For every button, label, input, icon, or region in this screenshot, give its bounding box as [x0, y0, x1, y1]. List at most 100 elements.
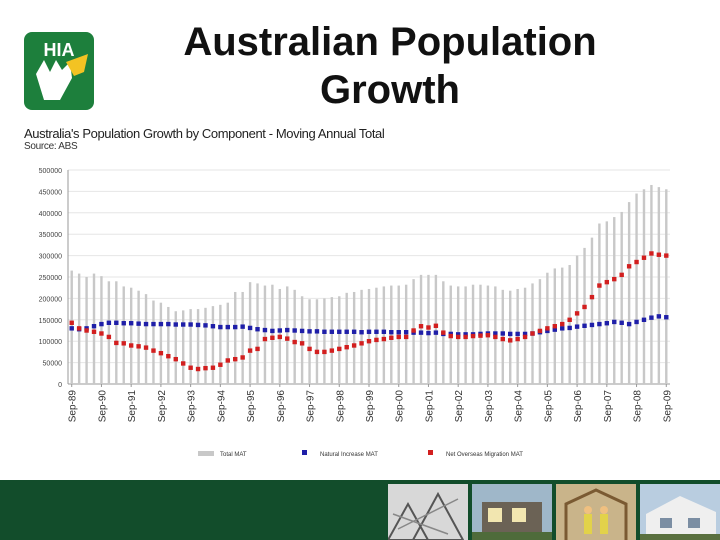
bar-total-mat: [627, 202, 631, 384]
point-net-overseas-migration: [396, 334, 401, 340]
bar-total-mat: [129, 287, 133, 384]
point-natural-increase: [552, 327, 558, 332]
point-net-overseas-migration: [515, 336, 520, 342]
point-natural-increase: [262, 327, 268, 333]
bar-total-mat: [167, 306, 170, 384]
point-net-overseas-migration: [366, 339, 372, 344]
point-natural-increase: [597, 321, 602, 327]
point-net-overseas-migration: [188, 365, 193, 370]
bar-total-mat: [605, 221, 609, 384]
bar-total-mat: [256, 283, 259, 384]
bar-total-mat: [390, 285, 393, 384]
page-title-line2: Growth: [320, 68, 460, 112]
point-net-overseas-migration: [255, 346, 260, 352]
legend-label: Total MAT: [220, 452, 247, 458]
x-tick-label: Sep-99: [365, 390, 376, 423]
hia-logo: HIA: [24, 32, 94, 110]
point-natural-increase: [493, 331, 498, 336]
point-natural-increase: [344, 329, 349, 334]
x-tick-label: Sep-98: [335, 390, 346, 423]
y-tick-label: 500000: [39, 168, 62, 175]
point-natural-increase: [522, 331, 528, 337]
point-natural-increase: [389, 330, 394, 335]
bar-total-mat: [360, 289, 363, 384]
bar-total-mat: [174, 311, 177, 384]
bar-total-mat: [248, 282, 252, 384]
x-tick-label: Sep-04: [514, 390, 525, 423]
bar-total-mat: [323, 298, 326, 384]
point-natural-increase: [329, 329, 335, 334]
point-natural-increase: [634, 319, 639, 325]
x-tick-label: Sep-05: [543, 390, 554, 423]
point-natural-increase: [270, 328, 275, 334]
bar-total-mat: [234, 291, 237, 384]
point-net-overseas-migration: [143, 345, 149, 350]
point-natural-increase: [515, 331, 520, 337]
point-net-overseas-migration: [381, 336, 387, 342]
photo-construction-workers: [556, 484, 636, 540]
bar-total-mat: [181, 310, 185, 384]
point-net-overseas-migration: [455, 334, 461, 340]
point-net-overseas-migration: [500, 336, 505, 342]
point-natural-increase: [545, 328, 550, 334]
x-tick-label: Sep-00: [395, 390, 406, 423]
point-net-overseas-migration: [426, 325, 431, 330]
point-natural-increase: [322, 329, 327, 334]
bar-total-mat: [516, 288, 519, 384]
page-title-line1: Australian Population: [183, 20, 597, 64]
point-net-overseas-migration: [589, 294, 595, 300]
point-net-overseas-migration: [91, 329, 97, 334]
point-net-overseas-migration: [329, 348, 335, 353]
point-natural-increase: [210, 324, 216, 329]
bar-total-mat: [382, 286, 386, 384]
point-natural-increase: [396, 330, 401, 335]
point-net-overseas-migration: [634, 259, 639, 265]
bar-total-mat: [152, 300, 155, 384]
point-natural-increase: [664, 315, 669, 320]
point-net-overseas-migration: [76, 326, 82, 331]
point-net-overseas-migration: [552, 324, 558, 329]
bar-total-mat: [159, 302, 163, 384]
point-natural-increase: [292, 328, 297, 333]
point-net-overseas-migration: [641, 255, 647, 260]
point-natural-increase: [158, 321, 164, 327]
x-tick-label: Sep-07: [603, 390, 614, 423]
point-natural-increase: [560, 326, 565, 331]
point-natural-increase: [255, 327, 260, 332]
x-tick-label: Sep-92: [157, 390, 168, 423]
bar-total-mat: [107, 281, 111, 384]
point-natural-increase: [582, 323, 587, 328]
point-natural-increase: [351, 329, 357, 334]
point-natural-increase: [366, 329, 372, 334]
photo-modern-house: [472, 484, 552, 540]
x-tick-label: Sep-03: [484, 390, 495, 423]
point-natural-increase: [619, 320, 624, 325]
point-natural-increase: [121, 321, 126, 326]
point-natural-increase: [173, 322, 178, 327]
point-net-overseas-migration: [247, 348, 253, 353]
point-net-overseas-migration: [106, 334, 112, 340]
bar-total-mat: [189, 309, 192, 384]
bar-total-mat: [100, 276, 103, 384]
point-net-overseas-migration: [508, 338, 513, 343]
point-natural-increase: [277, 328, 283, 333]
bar-total-mat: [315, 299, 319, 384]
point-natural-increase: [143, 321, 149, 327]
x-tick-label: Sep-95: [246, 390, 257, 423]
point-net-overseas-migration: [203, 365, 208, 371]
point-net-overseas-migration: [240, 355, 245, 360]
y-tick-label: 450000: [39, 189, 62, 196]
point-natural-increase: [299, 328, 305, 334]
bar-total-mat: [122, 286, 125, 384]
bar-total-mat: [434, 274, 438, 384]
point-natural-increase: [418, 330, 424, 335]
point-net-overseas-migration: [418, 324, 424, 329]
point-net-overseas-migration: [84, 328, 89, 333]
point-net-overseas-migration: [351, 343, 357, 348]
legend-swatch-net-overseas-migration: [428, 450, 433, 455]
bar-total-mat: [330, 297, 334, 384]
point-natural-increase: [180, 322, 186, 327]
bar-total-mat: [598, 223, 601, 384]
point-natural-increase: [649, 315, 654, 320]
point-net-overseas-migration: [493, 334, 498, 340]
